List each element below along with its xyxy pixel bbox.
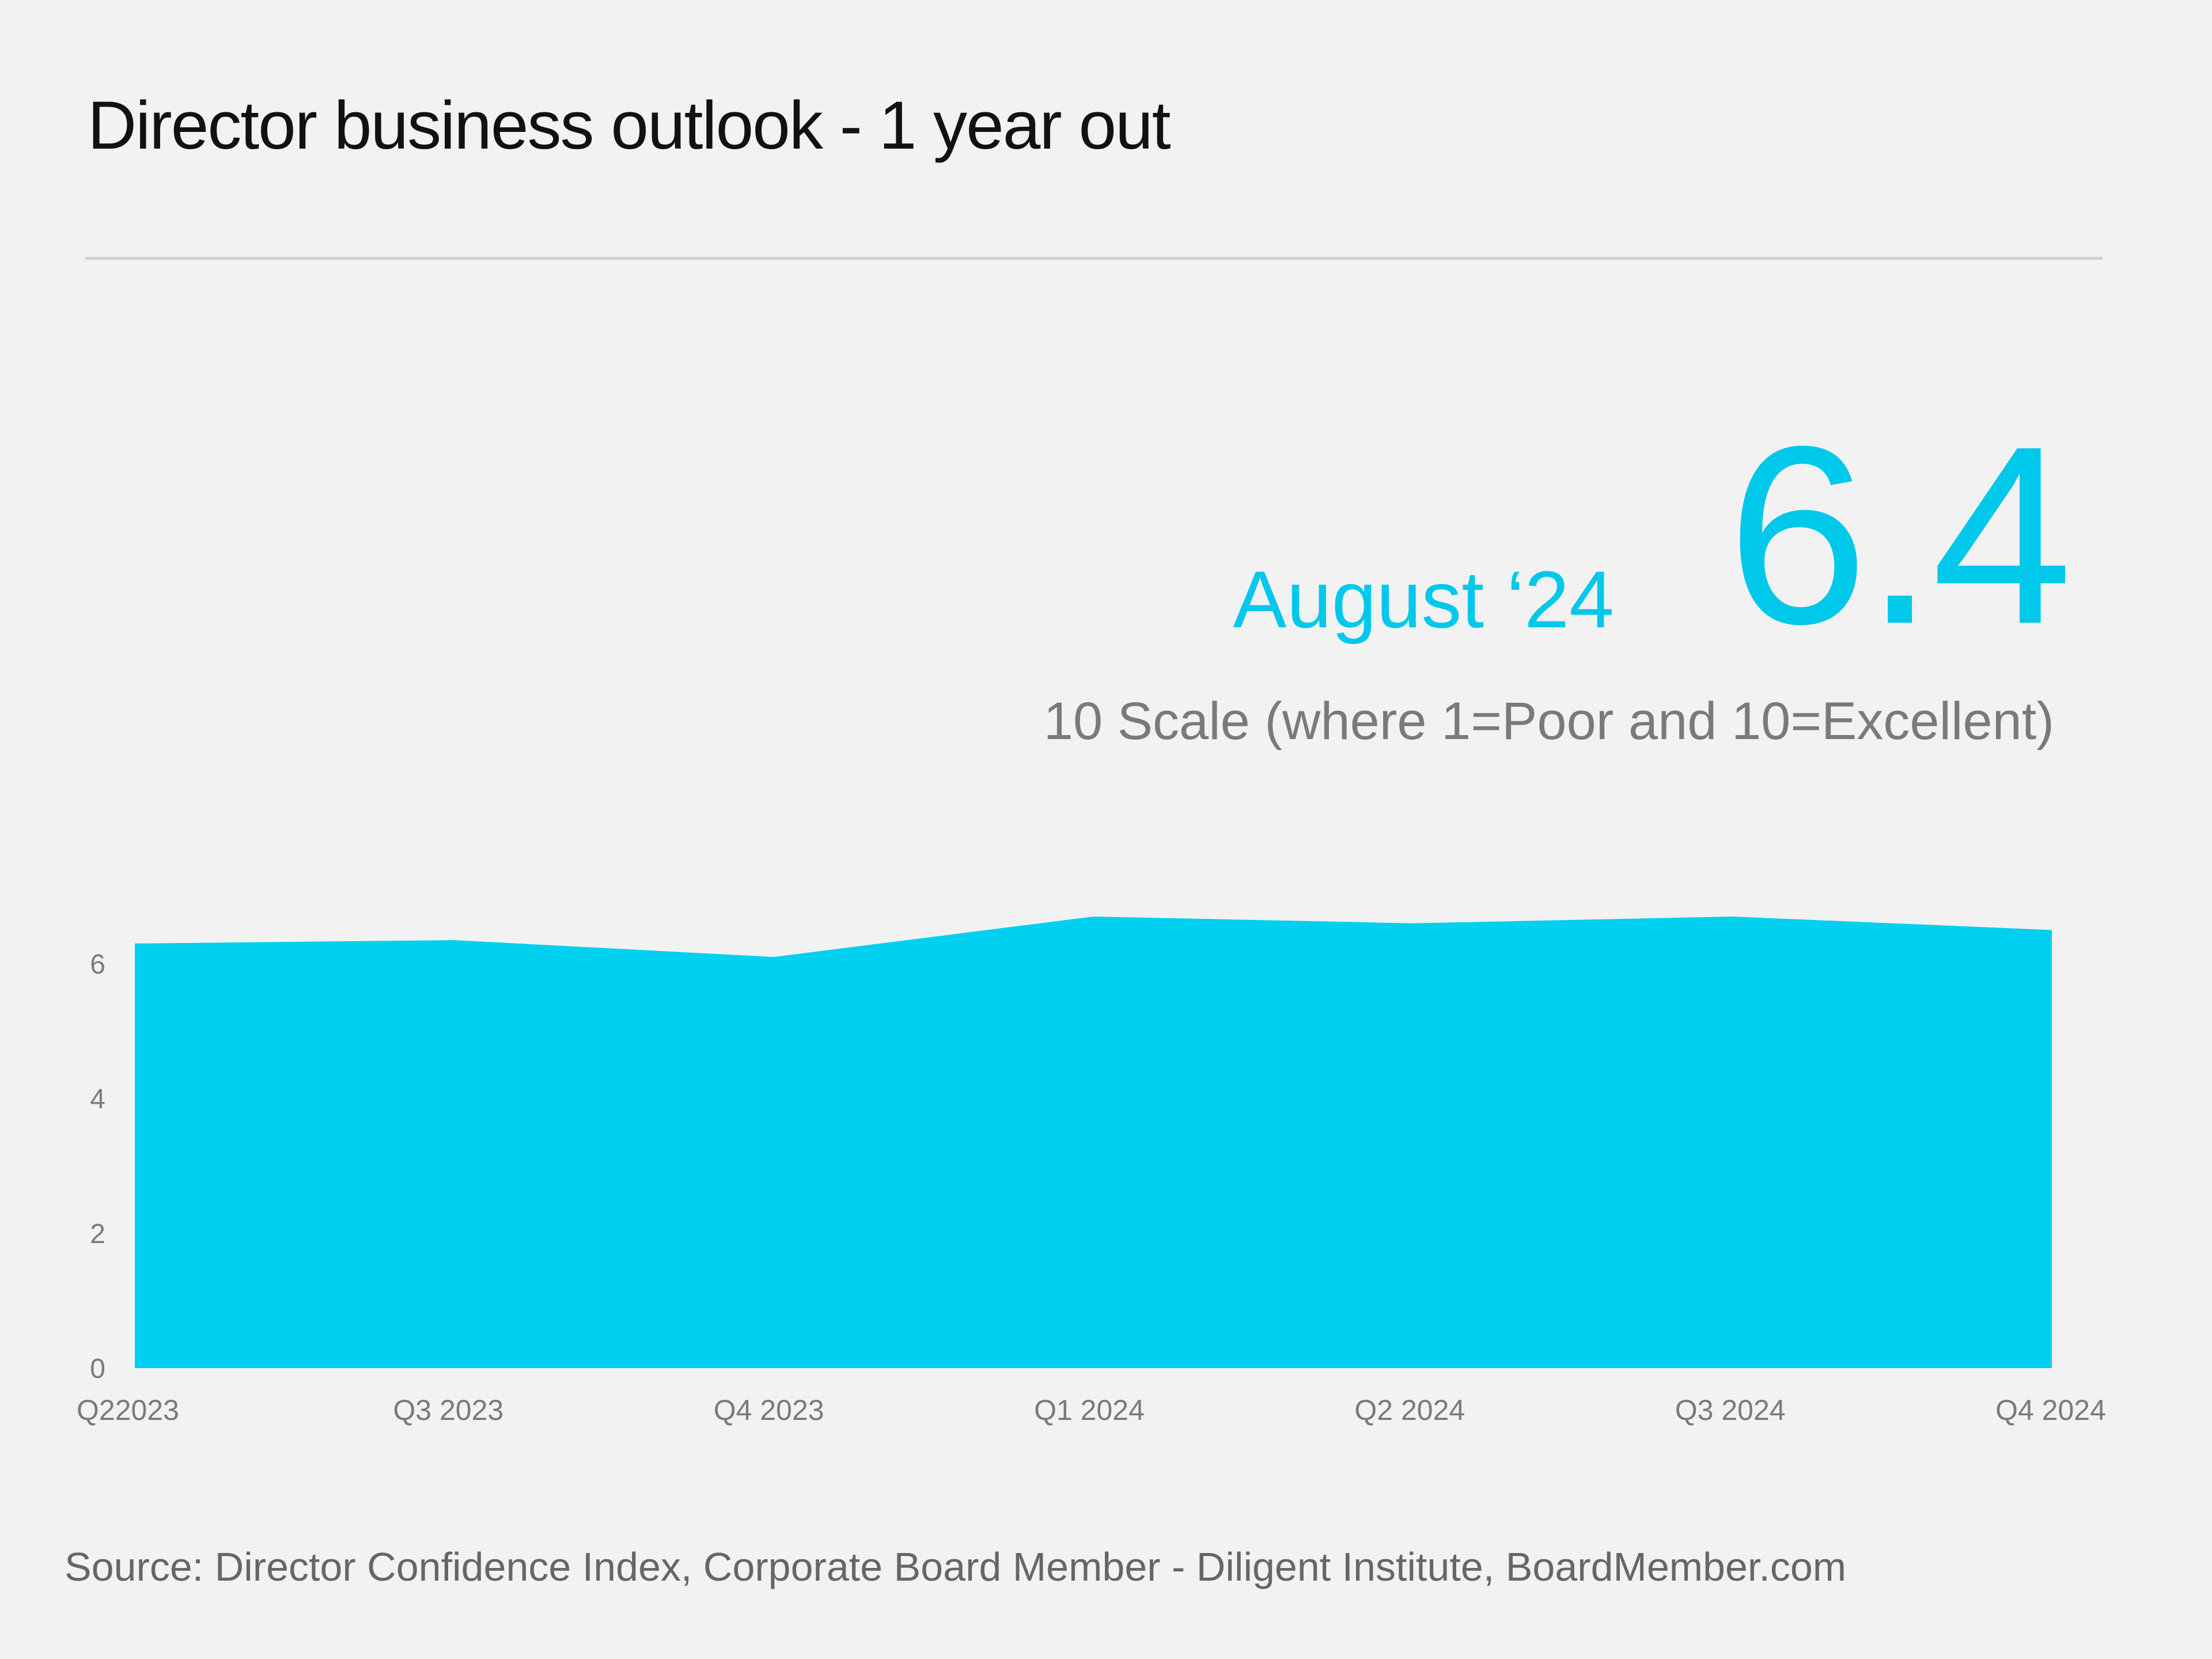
x-tick-label: Q4 2024 <box>1995 1394 2106 1426</box>
x-tick-label: Q22023 <box>77 1394 179 1426</box>
kpi-period-label: August ‘24 <box>1233 554 1614 645</box>
chart-title: Director business outlook - 1 year out <box>88 88 1171 164</box>
area-series-0 <box>135 916 2052 1368</box>
source-note: Source: Director Confidence Index, Corpo… <box>65 1544 1847 1589</box>
x-tick-label: Q4 2023 <box>714 1394 824 1426</box>
kpi-scale-note: 10 Scale (where 1=Poor and 10=Excellent) <box>1043 692 2054 751</box>
x-axis: Q22023 Q3 2023 Q4 2023 Q1 2024 Q2 2024 Q3 202… <box>77 1394 2106 1426</box>
y-tick-label: 2 <box>90 1219 105 1249</box>
x-tick-label: Q3 2024 <box>1675 1394 1786 1426</box>
y-axis: 0 2 4 6 <box>90 949 105 1384</box>
y-tick-label: 4 <box>90 1084 105 1115</box>
chart-area-group <box>135 916 2052 1368</box>
y-tick-label: 6 <box>90 949 105 980</box>
x-tick-label: Q1 2024 <box>1034 1394 1145 1426</box>
x-tick-label: Q3 2023 <box>393 1394 503 1426</box>
y-tick-label: 0 <box>90 1354 105 1384</box>
x-tick-label: Q2 2024 <box>1354 1394 1465 1426</box>
title-divider <box>85 257 2103 260</box>
kpi-value: 6.4 <box>1727 394 2073 677</box>
